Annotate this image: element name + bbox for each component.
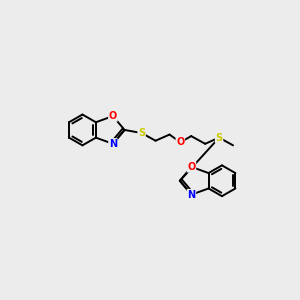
- Text: O: O: [109, 111, 117, 121]
- Text: N: N: [188, 190, 196, 200]
- Text: S: S: [215, 133, 223, 142]
- Text: S: S: [138, 128, 145, 138]
- Text: O: O: [176, 137, 184, 147]
- Text: O: O: [188, 162, 196, 172]
- Text: N: N: [109, 139, 117, 149]
